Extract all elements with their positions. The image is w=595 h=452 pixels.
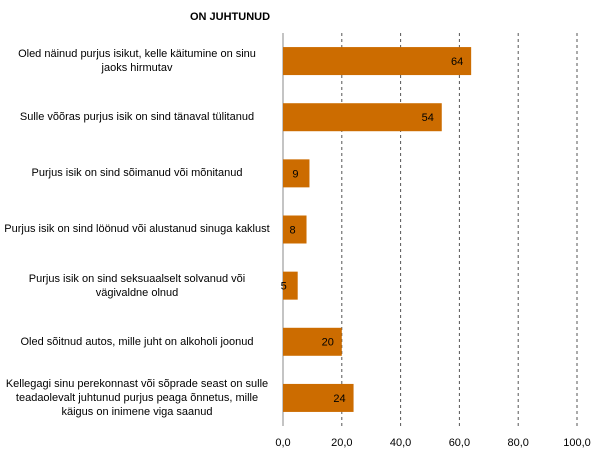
- y-tick-label: Purjus isik on sind sõimanud või mõnitan…: [31, 167, 243, 180]
- chart-title: ON JUHTUNUD: [190, 11, 270, 23]
- data-label: 9: [292, 168, 298, 180]
- bar: [283, 215, 307, 244]
- bar: [283, 47, 472, 76]
- x-tick-label: 20,0: [331, 437, 352, 449]
- y-tick-label: Oled näinud purjus isikut, kelle käitumi…: [18, 48, 256, 75]
- y-tick-label: Purjus isik on sind löönud või alustanud…: [4, 223, 270, 236]
- x-tick-label: 60,0: [449, 437, 470, 449]
- data-label: 24: [333, 393, 345, 405]
- data-label: 64: [451, 56, 463, 68]
- bar: [283, 383, 354, 412]
- x-tick-label: 100,0: [563, 437, 591, 449]
- y-tick-label: Kellegagi sinu perekonnast või sõprade s…: [5, 377, 269, 418]
- bar: [283, 271, 298, 300]
- y-tick-label: Purjus isik on sind seksuaalselt solvanu…: [28, 272, 246, 299]
- data-label: 8: [289, 224, 295, 236]
- x-tick-label: 0,0: [275, 437, 290, 449]
- data-label: 5: [281, 281, 287, 293]
- bar: [283, 159, 310, 188]
- data-label: 20: [322, 337, 334, 349]
- x-tick-label: 40,0: [390, 437, 411, 449]
- data-label: 54: [422, 112, 434, 124]
- y-tick-label: Oled sõitnud autos, mille juht on alkoho…: [20, 335, 254, 348]
- bar: [283, 103, 442, 132]
- bar: [283, 327, 342, 356]
- y-tick-label: Sulle võõras purjus isik on sind tänaval…: [19, 111, 255, 124]
- x-tick-label: 80,0: [507, 437, 528, 449]
